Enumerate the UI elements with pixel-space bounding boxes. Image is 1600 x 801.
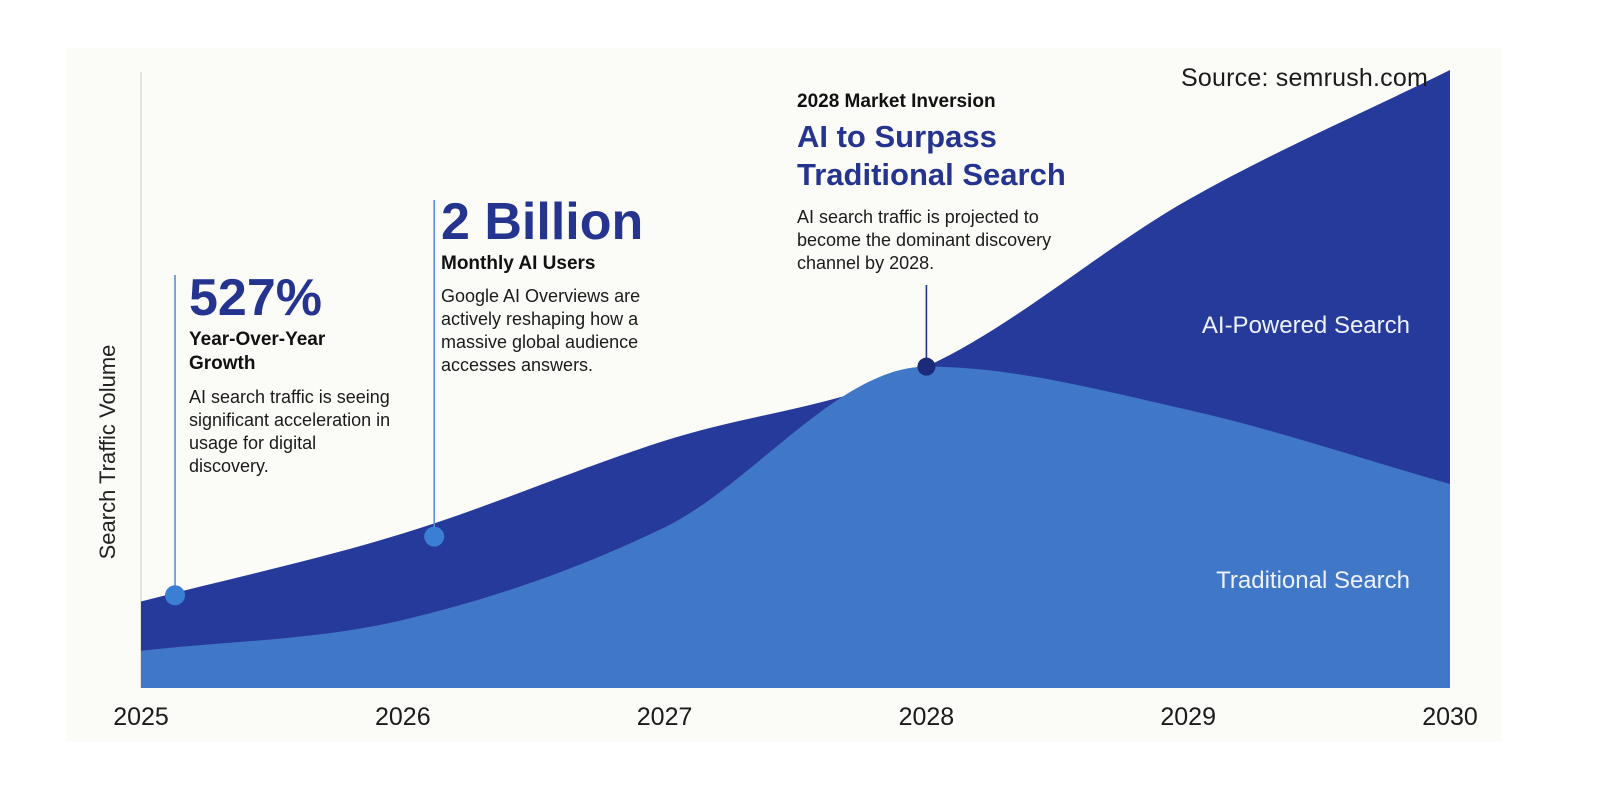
growth-description: AI search traffic is seeing significant … bbox=[189, 387, 391, 476]
inversion-headline: AI to Surpass Traditional Search bbox=[797, 119, 1066, 192]
data-point-marker bbox=[165, 585, 186, 606]
data-point-marker bbox=[424, 526, 445, 547]
y-axis-label: Search Traffic Volume bbox=[95, 344, 120, 560]
growth-callout: 527% Year-Over-Year Growth AI search tra… bbox=[189, 272, 419, 478]
x-tick-label: 2029 bbox=[1160, 703, 1216, 731]
x-tick-label: 2025 bbox=[113, 703, 169, 731]
growth-subtitle: Year-Over-Year Growth bbox=[189, 329, 326, 374]
data-point-marker bbox=[917, 357, 936, 376]
series-label-traditional: Traditional Search bbox=[1216, 567, 1410, 594]
inversion-kicker: 2028 Market Inversion bbox=[797, 91, 996, 112]
traditional-area bbox=[141, 366, 1450, 688]
x-tick-label: 2030 bbox=[1422, 703, 1478, 731]
users-stat: 2 Billion bbox=[441, 193, 644, 251]
x-tick-label: 2028 bbox=[898, 703, 955, 731]
growth-stat: 527% bbox=[189, 269, 322, 327]
series-label-ai: AI-Powered Search bbox=[1201, 312, 1410, 339]
inversion-description: AI search traffic is projected to become… bbox=[797, 207, 1052, 273]
users-description: Google AI Overviews are actively reshapi… bbox=[441, 286, 641, 375]
source-label: Source: semrush.com bbox=[1181, 64, 1428, 92]
x-tick-label: 2026 bbox=[374, 703, 431, 731]
inversion-callout: 2028 Market Inversion AI to Surpass Trad… bbox=[797, 90, 1117, 275]
users-subtitle: Monthly AI Users bbox=[441, 253, 596, 274]
users-callout: 2 Billion Monthly AI Users Google AI Ove… bbox=[441, 196, 681, 377]
x-tick-label: 2027 bbox=[636, 703, 693, 731]
